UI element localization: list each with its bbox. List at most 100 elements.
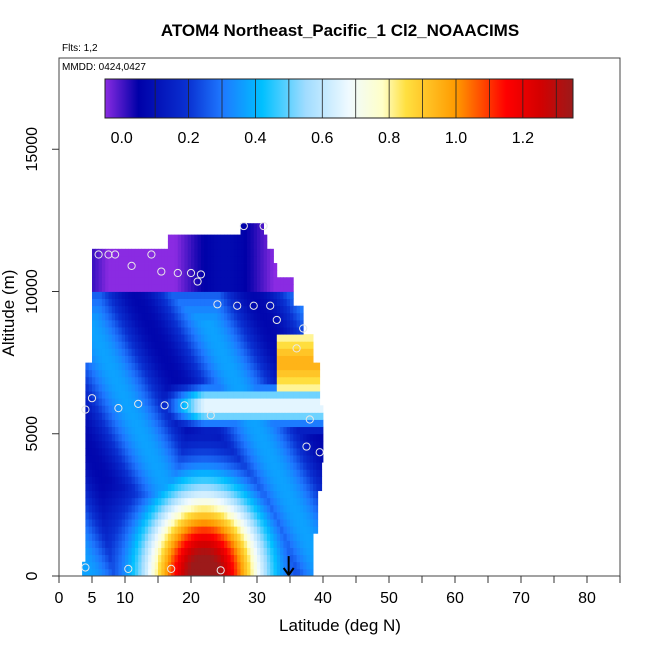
curtain-cell [131,440,136,449]
curtain-cell [151,519,156,527]
curtain-cell [118,291,123,300]
curtain-cell [227,362,231,371]
curtain-cell [286,305,291,314]
curtain-cell [224,398,228,406]
curtain-cell [144,519,149,527]
curtain-cell [92,355,96,364]
curtain-cell [270,433,274,442]
curtain-cell [118,455,123,463]
curtain-cell [250,561,255,570]
curtain-cell [197,362,202,371]
curtain-cell [306,405,311,413]
curtain-cell [92,327,96,335]
curtain-cell [95,469,99,477]
curtain-cell [250,447,255,456]
curtain-cell [108,341,113,349]
curtain-cell [177,391,182,399]
curtain-cell [204,490,208,499]
curtain-cell [247,497,251,506]
curtain-cell [296,362,301,371]
curtain-cell [174,526,179,534]
curtain-cell [313,455,317,463]
curtain-cell [233,277,238,285]
curtain-cell [233,405,238,413]
curtain-cell [266,547,271,556]
curtain-cell [240,255,245,264]
curtain-cell [164,255,169,264]
curtain-cell [125,554,129,563]
curtain-cell [92,369,96,378]
curtain-cell [299,561,304,570]
curtain-cell [141,255,146,264]
curtain-cell [220,319,225,328]
curtain-cell [210,341,215,349]
curtain-cell [134,469,139,477]
curtain-cell [125,419,129,428]
curtain-cell [174,291,179,300]
curtain-cell [296,547,301,556]
curtain-cell [154,426,159,435]
curtain-cell [207,490,212,499]
curtain-cell [177,348,182,356]
curtain-cell [181,511,185,520]
curtain-cell [194,519,198,527]
curtain-cell [108,312,113,321]
curtain-cell [184,568,189,577]
curtain-cell [115,440,119,449]
curtain-cell [92,426,96,435]
curtain-cell [253,433,258,442]
curtain-cell [115,327,119,335]
curtain-cell [108,547,113,556]
curtain-cell [273,355,278,364]
curtain-cell [184,462,189,470]
curtain-cell [286,312,291,321]
curtain-cell [111,540,116,548]
curtain-cell [257,263,261,271]
curtain-cell [290,476,294,484]
curtain-cell [95,319,99,328]
curtain-cell [260,234,264,243]
curtain-cell [273,504,278,513]
curtain-cell [101,412,106,420]
curtain-cell [144,483,149,492]
curtain-cell [247,223,251,228]
curtain-cell [303,447,307,456]
curtain-cell [217,533,222,541]
curtain-cell [167,263,172,271]
curtain-cell [230,455,235,463]
curtain-cell [95,476,99,484]
curtain-cell [280,547,284,556]
curtain-cell [125,398,129,406]
curtain-cell [240,348,245,356]
curtain-cell [177,469,182,477]
curtain-cell [164,327,169,335]
curtain-cell [138,440,142,449]
curtain-cell [108,327,113,335]
curtain-cell [276,369,281,378]
curtain-cell [224,277,228,285]
curtain-cell [197,277,202,285]
curtain-cell [118,270,123,278]
curtain-cell [88,412,93,420]
curtain-cell [233,469,238,477]
curtain-cell [171,483,175,492]
curtain-cell [214,312,218,321]
curtain-cell [171,533,175,541]
curtain-cell [260,412,264,420]
curtain-cell [125,462,129,470]
curtain-cell [111,348,116,356]
curtain-cell [220,391,225,399]
curtain-cell [224,568,228,577]
curtain-cell [174,483,179,492]
curtain-cell [148,561,152,570]
curtain-cell [105,263,109,271]
curtain-cell [283,277,288,285]
curtain-cell [270,426,274,435]
curtain-cell [286,519,291,527]
curtain-cell [270,412,274,420]
curtain-cell [257,334,261,342]
curtain-cell [247,469,251,477]
curtain-cell [204,568,208,577]
curtain-cell [95,270,99,278]
curtain-cell [154,348,159,356]
